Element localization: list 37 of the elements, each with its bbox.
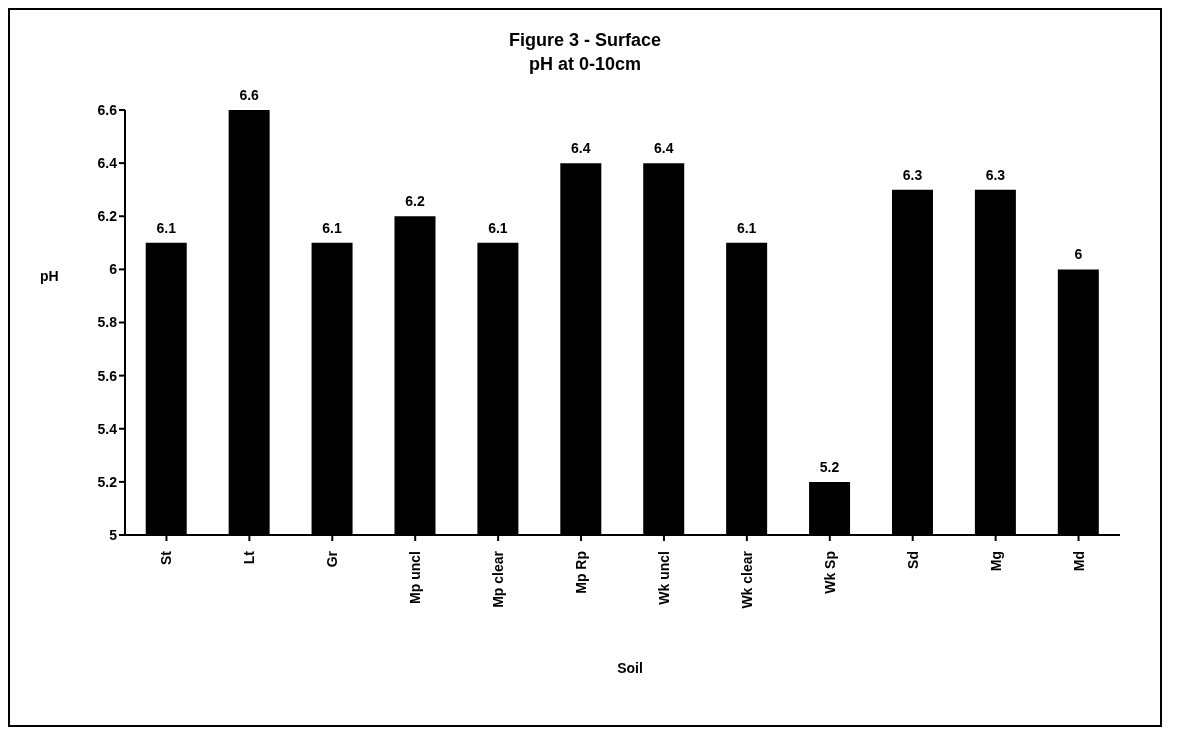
data-label: 6.3 <box>902 166 923 183</box>
data-label: 6.4 <box>653 140 674 157</box>
data-label: 6.6 <box>239 87 260 103</box>
x-tick-label: Lt <box>241 550 258 565</box>
x-axis-title: Soil <box>616 660 644 676</box>
x-tick-label: Sd <box>904 551 921 569</box>
y-tick-label: 6.4 <box>97 155 118 172</box>
y-tick-label: 5.4 <box>97 420 118 437</box>
y-tick-label: 5.8 <box>97 314 118 331</box>
data-label: 5.2 <box>819 458 840 475</box>
data-label: 6.4 <box>571 140 591 157</box>
x-tick-label: Mp Rp <box>573 551 590 594</box>
y-tick-label: 5.6 <box>97 367 118 384</box>
data-label: 6.1 <box>736 219 757 236</box>
x-tick-label: Gr <box>324 550 341 568</box>
x-tick-label: St <box>158 550 175 565</box>
chart-subtitle: pH at 0-10cm <box>527 53 642 76</box>
y-tick-label: 5.2 <box>97 473 118 490</box>
x-tick-label: Mp uncl <box>407 551 424 604</box>
chart-title: Figure 3 - Surface <box>507 29 662 52</box>
x-tick-label: Mg <box>987 551 1004 572</box>
x-tick-label: Wk uncl <box>655 551 672 605</box>
x-tick-label: Mp clear <box>490 550 507 608</box>
y-tick-label: 5 <box>109 526 118 543</box>
data-label: 6.2 <box>405 193 425 210</box>
x-tick-label: Wk Sp <box>821 551 838 594</box>
data-label: 6.1 <box>156 219 177 236</box>
y-axis-title: pH <box>40 268 59 284</box>
data-label: 6 <box>1074 246 1083 263</box>
x-tick-label: Md <box>1070 551 1087 572</box>
y-tick-label: 6 <box>109 261 118 278</box>
y-tick-label: 6.6 <box>97 101 118 118</box>
data-label: 6.1 <box>488 219 508 236</box>
x-tick-label: Wk clear <box>738 550 755 609</box>
y-tick-label: 6.2 <box>97 208 118 225</box>
data-label: 6.1 <box>322 219 342 236</box>
data-label: 6.3 <box>985 166 1006 183</box>
